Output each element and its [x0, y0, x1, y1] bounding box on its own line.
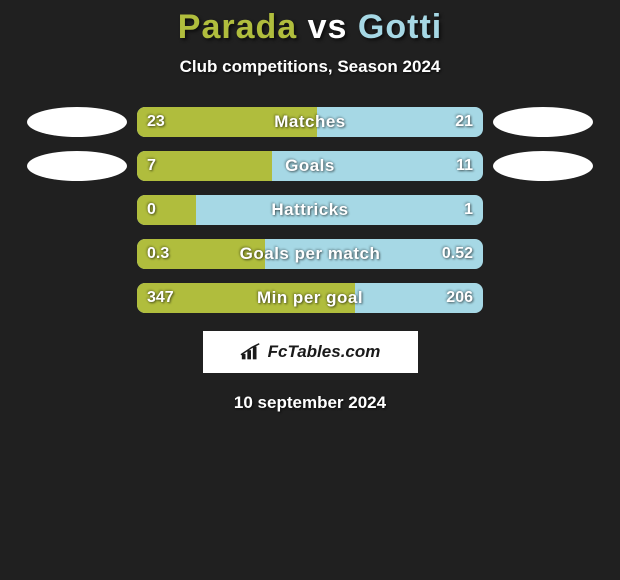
player1-name: Parada — [178, 8, 297, 46]
player2-ellipse-icon — [493, 107, 593, 137]
stat-value-right: 1 — [464, 201, 473, 219]
vs-text: vs — [308, 8, 348, 46]
stat-value-right: 11 — [456, 157, 473, 175]
player2-ellipse-icon — [493, 283, 593, 313]
stat-row: 7Goals11 — [0, 151, 620, 181]
stat-bar: 7Goals11 — [137, 151, 483, 181]
player1-ellipse-icon — [27, 107, 127, 137]
player2-ellipse-icon — [493, 239, 593, 269]
stat-row: 0Hattricks1 — [0, 195, 620, 225]
bar-chart-icon — [240, 342, 262, 362]
stat-label: Hattricks — [137, 200, 483, 220]
right-decor — [483, 151, 603, 181]
stat-row: 23Matches21 — [0, 107, 620, 137]
player2-name: Gotti — [358, 8, 442, 46]
stat-rows: 23Matches21 7Goals11 0Hattricks1 0.3Goals p… — [0, 107, 620, 313]
brand-badge[interactable]: FcTables.com — [203, 331, 418, 373]
player1-ellipse-icon — [27, 195, 127, 225]
brand-text: FcTables.com — [268, 342, 381, 362]
right-decor — [483, 283, 603, 313]
left-decor — [17, 283, 137, 313]
stat-row: 347Min per goal206 — [0, 283, 620, 313]
page-title: Parada vs Gotti — [0, 8, 620, 47]
player2-ellipse-icon — [493, 195, 593, 225]
date-text: 10 september 2024 — [0, 393, 620, 413]
right-decor — [483, 195, 603, 225]
player1-ellipse-icon — [27, 283, 127, 313]
stat-bar: 0Hattricks1 — [137, 195, 483, 225]
stats-comparison-card: Parada vs Gotti Club competitions, Seaso… — [0, 0, 620, 413]
stat-label: Goals per match — [137, 244, 483, 264]
stat-row: 0.3Goals per match0.52 — [0, 239, 620, 269]
stat-label: Min per goal — [137, 288, 483, 308]
player2-ellipse-icon — [493, 151, 593, 181]
right-decor — [483, 239, 603, 269]
stat-bar: 23Matches21 — [137, 107, 483, 137]
stat-value-right: 21 — [455, 113, 473, 131]
stat-value-right: 206 — [446, 289, 473, 307]
stat-value-right: 0.52 — [442, 245, 473, 263]
left-decor — [17, 107, 137, 137]
left-decor — [17, 151, 137, 181]
stat-label: Goals — [137, 156, 483, 176]
stat-bar: 347Min per goal206 — [137, 283, 483, 313]
left-decor — [17, 195, 137, 225]
subtitle: Club competitions, Season 2024 — [0, 57, 620, 77]
player1-ellipse-icon — [27, 239, 127, 269]
stat-bar: 0.3Goals per match0.52 — [137, 239, 483, 269]
player1-ellipse-icon — [27, 151, 127, 181]
right-decor — [483, 107, 603, 137]
left-decor — [17, 239, 137, 269]
stat-label: Matches — [137, 112, 483, 132]
